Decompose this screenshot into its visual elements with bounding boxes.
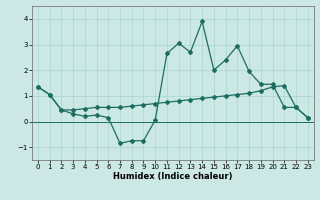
X-axis label: Humidex (Indice chaleur): Humidex (Indice chaleur)	[113, 172, 233, 181]
